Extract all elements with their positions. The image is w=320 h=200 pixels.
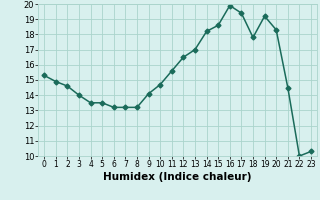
X-axis label: Humidex (Indice chaleur): Humidex (Indice chaleur) xyxy=(103,172,252,182)
